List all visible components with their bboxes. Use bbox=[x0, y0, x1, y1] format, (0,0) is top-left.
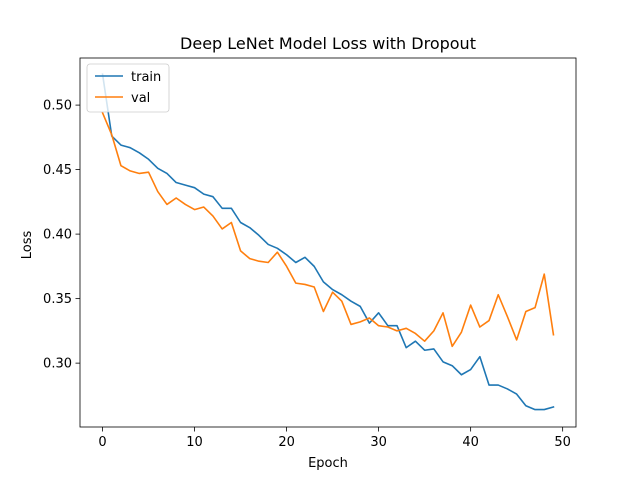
x-axis-label: Epoch bbox=[308, 456, 348, 471]
y-tick-label: 0.45 bbox=[43, 163, 72, 178]
y-axis-label: Loss bbox=[20, 231, 35, 260]
plot-area: 0 10 20 30 40 50 0.30 0.35 0.40 0.45 0.50 bbox=[43, 57, 577, 450]
axes-frame bbox=[79, 57, 577, 428]
legend-label-val: val bbox=[131, 91, 150, 106]
y-tick-label: 0.40 bbox=[43, 228, 72, 243]
x-tick-label: 40 bbox=[462, 435, 479, 450]
series-line-train bbox=[101, 73, 555, 411]
legend: train val bbox=[86, 63, 170, 113]
x-tick-label: 0 bbox=[98, 435, 106, 450]
x-tick-label: 20 bbox=[278, 435, 295, 450]
x-tick-label: 50 bbox=[554, 435, 571, 450]
y-tick-label: 0.50 bbox=[43, 99, 72, 114]
y-tick-label: 0.30 bbox=[43, 357, 72, 372]
series-line-val bbox=[101, 111, 555, 348]
chart-title: Deep LeNet Model Loss with Dropout bbox=[180, 34, 476, 53]
legend-label-train: train bbox=[131, 70, 161, 85]
x-tick-label: 30 bbox=[370, 435, 387, 450]
x-tick-label: 10 bbox=[186, 435, 203, 450]
y-tick-label: 0.35 bbox=[43, 292, 72, 307]
